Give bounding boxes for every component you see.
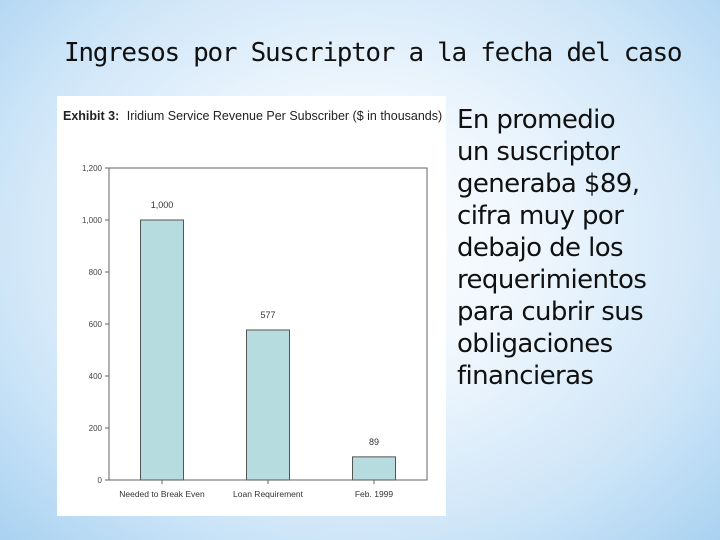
side-text-line: generaba $89,	[457, 169, 640, 199]
y-tick-label: 800	[89, 268, 103, 277]
chart-title: Exhibit 3: Iridium Service Revenue Per S…	[63, 109, 442, 123]
bar	[352, 456, 396, 481]
bar-value-label: 577	[260, 310, 275, 320]
bar	[246, 329, 290, 481]
y-tick-label: 600	[89, 320, 103, 329]
chart-title-prefix: Exhibit 3:	[63, 109, 119, 123]
revenue-bar-chart: Exhibit 3: Iridium Service Revenue Per S…	[63, 109, 442, 499]
chart-title-text: Iridium Service Revenue Per Subscriber (…	[127, 109, 442, 123]
bar-value-label: 89	[369, 437, 379, 447]
side-text-line: un suscriptor	[457, 137, 620, 167]
side-text-block: En promedio un suscriptor generaba $89, …	[457, 104, 712, 392]
x-category-label: Needed to Break Even	[119, 489, 205, 499]
exhibit-chart-panel: Exhibit 3: Iridium Service Revenue Per S…	[57, 96, 446, 516]
y-tick-label: 1,000	[82, 216, 103, 225]
side-text-line: cifra muy por	[457, 201, 624, 231]
side-text-line: En promedio	[457, 105, 616, 135]
y-tick-label: 1,200	[82, 164, 103, 173]
side-text-line: requerimientos	[457, 265, 647, 295]
y-tick-label: 0	[98, 476, 103, 485]
side-text-line: para cubrir sus	[457, 297, 644, 327]
plot-area: 0 200 400 600 800 1,000 1,200 1,000 Needed to Br…	[82, 164, 428, 499]
y-tick-label: 200	[89, 424, 103, 433]
bar-value-label: 1,000	[151, 200, 174, 210]
side-text-line: debajo de los	[457, 233, 624, 263]
slide-title: Ingresos por Suscriptor a la fecha del c…	[64, 38, 683, 68]
y-tick-label: 400	[89, 372, 103, 381]
x-category-label: Feb. 1999	[355, 489, 394, 499]
bar	[140, 219, 184, 481]
x-category-label: Loan Requirement	[233, 489, 304, 499]
side-text-line: financieras	[457, 361, 594, 391]
side-text-line: obligaciones	[457, 329, 613, 359]
